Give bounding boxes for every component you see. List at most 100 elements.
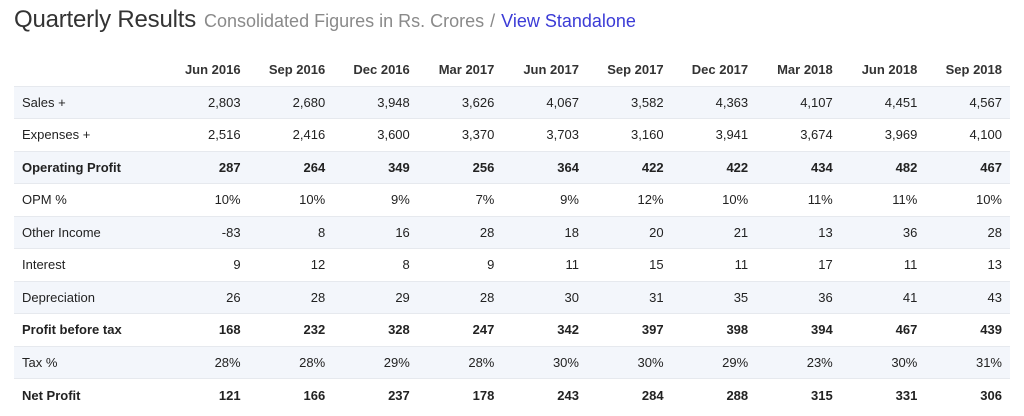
table-cell: 237: [333, 378, 418, 411]
table-cell: 4,067: [502, 85, 587, 119]
table-cell: 3,674: [756, 118, 841, 151]
table-cell: 10%: [248, 183, 334, 216]
column-header[interactable]: Jun 2016: [184, 62, 241, 78]
table-cell: 3,703: [502, 118, 587, 151]
table-cell: 467: [925, 150, 1010, 184]
column-header[interactable]: Mar 2018: [777, 62, 833, 78]
table-cell: 178: [417, 378, 503, 411]
table-cell: 9: [417, 248, 503, 281]
table-cell: 8: [333, 248, 418, 281]
table-cell: 4,107: [756, 85, 841, 119]
table-cell: 36: [756, 280, 841, 314]
row-label: Profit before tax: [14, 313, 164, 346]
table-cell: 328: [333, 313, 418, 346]
table-cell: 28%: [248, 345, 334, 379]
table-cell: 397: [586, 313, 672, 346]
table-cell: 288: [671, 378, 757, 411]
table-cell: 232: [248, 313, 334, 346]
table-row: Tax % 28% 28% 29% 28% 30% 30% 29% 23% 30% 31%: [14, 345, 1010, 379]
table-cell: 43: [925, 280, 1010, 314]
view-standalone-link[interactable]: View Standalone: [501, 11, 636, 31]
table-cell: 28%: [164, 345, 249, 379]
table-cell: 364: [502, 150, 587, 184]
column-header[interactable]: Sep 2016: [268, 62, 326, 78]
table-cell: 4,567: [925, 85, 1010, 119]
table-cell: 11: [502, 248, 587, 281]
table-cell: 29%: [671, 345, 757, 379]
table-cell: 342: [502, 313, 587, 346]
table-cell: 29%: [333, 345, 418, 379]
row-label: Other Income: [14, 215, 164, 249]
table-cell: 12: [248, 248, 334, 281]
table-cell: 17: [756, 248, 841, 281]
table-cell: 168: [164, 313, 249, 346]
table-cell: 121: [164, 378, 249, 411]
table-cell: 306: [925, 378, 1010, 411]
table-cell: 3,370: [417, 118, 503, 151]
column-header[interactable]: Jun 2017: [523, 62, 579, 78]
column-header[interactable]: Dec 2017: [691, 62, 749, 78]
table-cell: 30: [502, 280, 587, 314]
table-cell: 28: [417, 280, 503, 314]
row-label[interactable]: Sales +: [14, 85, 164, 119]
column-header[interactable]: Sep 2018: [945, 62, 1002, 78]
row-label[interactable]: Expenses +: [14, 118, 164, 151]
table-cell: 30%: [840, 345, 926, 379]
table-cell: 3,600: [333, 118, 418, 151]
table-cell: 10%: [925, 183, 1010, 216]
table-cell: 11%: [756, 183, 841, 216]
column-header[interactable]: Sep 2017: [607, 62, 664, 78]
table-cell: 243: [502, 378, 587, 411]
column-header[interactable]: Dec 2016: [353, 62, 410, 78]
table-cell: 482: [840, 150, 926, 184]
table-row: Net Profit 121 166 237 178 243 284 288 315 331 306: [14, 378, 1010, 411]
table-cell: 2,416: [248, 118, 334, 151]
table-row: Sales +2,803 2,680 3,948 3,626 4,067 3,582 4,3…: [14, 85, 1010, 119]
table-cell: 13: [756, 215, 841, 249]
column-header[interactable]: Jun 2018: [861, 62, 918, 78]
table-cell: 35: [671, 280, 757, 314]
row-label: OPM %: [14, 183, 164, 216]
row-label: Tax %: [14, 345, 164, 379]
table-cell: 2,680: [248, 85, 334, 119]
table-cell: 41: [840, 280, 926, 314]
table-cell: 15: [586, 248, 672, 281]
table-cell: 13: [925, 248, 1010, 281]
row-label: Operating Profit: [14, 150, 164, 184]
table-cell: 28: [417, 215, 503, 249]
table-cell: 28: [248, 280, 334, 314]
table-cell: 3,941: [671, 118, 757, 151]
title-separator: /: [490, 11, 496, 31]
table-cell: 422: [586, 150, 672, 184]
table-cell: 3,948: [333, 85, 418, 119]
table-cell: 29: [333, 280, 418, 314]
column-header[interactable]: Mar 2017: [438, 62, 495, 78]
table-cell: 23%: [756, 345, 841, 379]
table-cell: 3,160: [586, 118, 672, 151]
page-title: Quarterly Results: [14, 6, 196, 33]
section-header: Quarterly Results Consolidated Figures i…: [14, 6, 636, 40]
table-cell: 4,451: [840, 85, 926, 119]
table-cell: 315: [756, 378, 841, 411]
table-row: Operating Profit 287 264 349 256 364 422 422 434…: [14, 150, 1010, 184]
table-cell: 20: [586, 215, 672, 249]
table-cell: 18: [502, 215, 587, 249]
table-row: Profit before tax 168 232 328 247 342 397 398 39…: [14, 313, 1010, 346]
table-cell: 28%: [417, 345, 503, 379]
page-subtitle: Consolidated Figures in Rs. Crores: [204, 11, 485, 31]
table-cell: -83: [164, 215, 249, 249]
table-cell: 434: [756, 150, 841, 184]
table-row: Expenses +2,516 2,416 3,600 3,370 3,703 3,160…: [14, 118, 1010, 151]
table-cell: 256: [417, 150, 503, 184]
table-cell: 331: [840, 378, 926, 411]
table-cell: 2,803: [164, 85, 249, 119]
table-cell: 21: [671, 215, 757, 249]
table-row: Other Income -83 8 16 28 18 20 21 13 36 28: [14, 215, 1010, 249]
table-cell: 11: [840, 248, 926, 281]
row-label: Net Profit: [14, 378, 164, 411]
table-cell: 4,363: [671, 85, 757, 119]
table-cell: 284: [586, 378, 672, 411]
table-cell: 36: [840, 215, 926, 249]
row-label: Interest: [14, 248, 164, 281]
table-cell: 11%: [840, 183, 926, 216]
